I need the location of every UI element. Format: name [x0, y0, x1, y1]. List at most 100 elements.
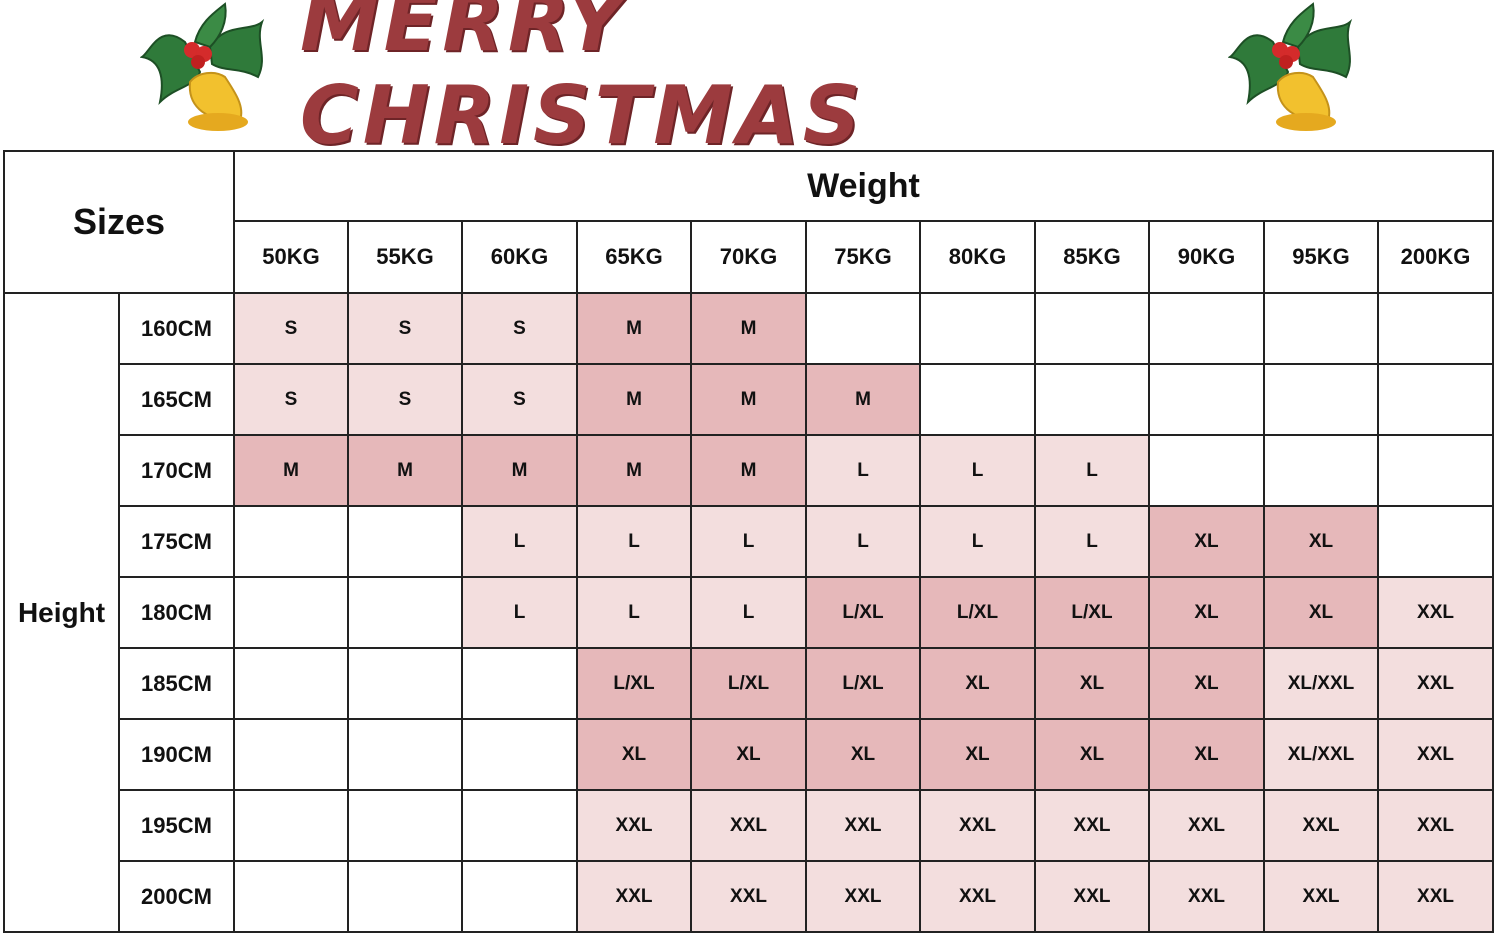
size-cell: M [690, 434, 807, 507]
weight-column-header: 50KG [233, 220, 349, 294]
size-cell: L [1034, 434, 1150, 507]
size-cell: XXL [1034, 789, 1150, 862]
weight-column-header: 55KG [347, 220, 463, 294]
size-cell: L [576, 505, 692, 578]
size-cell: L [461, 576, 578, 649]
weight-header: Weight [233, 150, 1494, 222]
size-cell: S [233, 292, 349, 365]
size-cell: S [347, 363, 463, 436]
size-cell: XXL [919, 789, 1036, 862]
size-cell: M [576, 292, 692, 365]
size-cell [233, 647, 349, 720]
size-cell [233, 789, 349, 862]
size-cell [461, 647, 578, 720]
weight-columns-row: 50KG 55KG 60KG 65KG 70KG 75KG 80KG 85KG 90KG 95KG… [4, 220, 1494, 294]
size-cell [1034, 292, 1150, 365]
height-header: Height [3, 292, 120, 933]
size-cell: L [805, 505, 921, 578]
size-cell [233, 576, 349, 649]
size-cell: L [805, 434, 921, 507]
height-row-label: 160CM [118, 292, 235, 365]
size-cell [1263, 363, 1379, 436]
size-cell: L/XL [919, 576, 1036, 649]
size-cell [347, 860, 463, 933]
size-cell [1377, 434, 1494, 507]
size-cell: XXL [1377, 718, 1494, 791]
size-cell: L [919, 505, 1036, 578]
size-cell: XXL [1377, 860, 1494, 933]
size-cell: L [919, 434, 1036, 507]
size-cell [1148, 363, 1265, 436]
size-cell [233, 718, 349, 791]
size-cell: XXL [576, 789, 692, 862]
size-cell: XXL [805, 789, 921, 862]
size-cell: L/XL [690, 647, 807, 720]
size-cell: M [347, 434, 463, 507]
size-cell: XXL [1034, 860, 1150, 933]
size-cell: L/XL [576, 647, 692, 720]
size-cell: XXL [690, 860, 807, 933]
weight-column-header: 90KG [1148, 220, 1265, 294]
size-cell [347, 718, 463, 791]
table-row: 170CM M M M M M L L L [4, 434, 1494, 507]
size-cell: L/XL [805, 647, 921, 720]
weight-column-header: 200KG [1377, 220, 1494, 294]
table-row: 180CM L L L L/XL L/XL L/XL XL XL XXL [4, 576, 1494, 649]
size-cell: XL [919, 647, 1036, 720]
size-cell: XL/XXL [1263, 647, 1379, 720]
size-cell [1148, 434, 1265, 507]
size-cell [233, 860, 349, 933]
size-cell: XL [690, 718, 807, 791]
size-cell: XXL [1263, 789, 1379, 862]
height-row-label: 170CM [118, 434, 235, 507]
size-cell: XXL [1148, 860, 1265, 933]
size-cell: L [690, 576, 807, 649]
height-row-label: 185CM [118, 647, 235, 720]
banner: MERRY CHRISTMAS [0, 0, 1500, 162]
weight-column-header: 65KG [576, 220, 692, 294]
holly-bell-icon [1228, 2, 1353, 131]
size-cell: XL [919, 718, 1036, 791]
size-cell: XL [1148, 647, 1265, 720]
size-cell: XL [1263, 576, 1379, 649]
size-cell: XL [1148, 505, 1265, 578]
size-chart-table: Sizes Weight 50KG 55KG 60KG 65KG 70KG 75KG 80K… [3, 150, 1494, 933]
size-cell: M [576, 363, 692, 436]
size-cell: L/XL [805, 576, 921, 649]
size-cell: S [461, 292, 578, 365]
table-row: 165CM S S S M M M [4, 363, 1494, 436]
size-cell [461, 860, 578, 933]
size-cell: XL [1034, 647, 1150, 720]
table-row: 190CM XL XL XL XL XL XL XL/XXL XXL [4, 718, 1494, 791]
size-cell [919, 363, 1036, 436]
size-cell: XL [576, 718, 692, 791]
size-cell: XXL [1377, 789, 1494, 862]
size-cell: L [1034, 505, 1150, 578]
size-cell [461, 789, 578, 862]
height-row-label: 165CM [118, 363, 235, 436]
size-cell [805, 292, 921, 365]
size-cell [233, 505, 349, 578]
size-cell: XXL [690, 789, 807, 862]
table-row: Height 160CM S S S M M [3, 292, 1494, 933]
table-row: 175CM L L L L L L XL XL [4, 505, 1494, 578]
size-cell: L/XL [1034, 576, 1150, 649]
size-cell: XXL [1377, 576, 1494, 649]
size-cell [1377, 505, 1494, 578]
table-row: 195CM XXL XXL XXL XXL XXL XXL XXL XXL [4, 789, 1494, 862]
weight-column-header: 70KG [690, 220, 807, 294]
size-cell: L [461, 505, 578, 578]
size-cell [347, 647, 463, 720]
table-row: 200CM XXL XXL XXL XXL XXL XXL XXL XXL [4, 860, 1494, 933]
size-cell: S [347, 292, 463, 365]
size-cell [1148, 292, 1265, 365]
size-cell: XXL [1263, 860, 1379, 933]
size-cell: S [461, 363, 578, 436]
size-cell: XXL [576, 860, 692, 933]
height-row-label: 200CM [118, 860, 235, 933]
size-cell: M [233, 434, 349, 507]
size-cell [347, 789, 463, 862]
size-cell [1263, 292, 1379, 365]
weight-column-header: 60KG [461, 220, 578, 294]
height-row-label: 190CM [118, 718, 235, 791]
